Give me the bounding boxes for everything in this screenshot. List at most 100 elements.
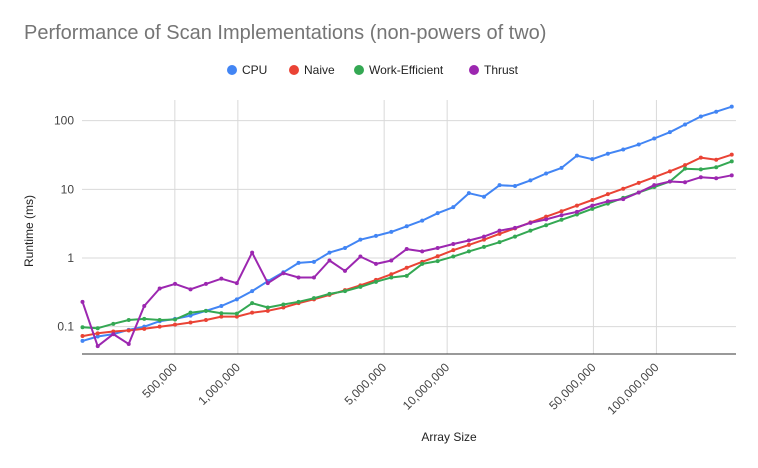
data-point-cpu [358, 237, 363, 242]
data-point-thrust [281, 271, 286, 276]
data-point-thrust [481, 234, 486, 239]
data-point-cpu [714, 109, 719, 114]
legend-label: Naive [304, 63, 335, 77]
legend-marker [289, 65, 299, 75]
data-point-cpu [636, 142, 641, 147]
data-point-work-efficient [95, 326, 100, 331]
data-point-work-efficient [497, 240, 502, 245]
data-point-naive [683, 163, 688, 168]
data-point-cpu [683, 122, 688, 127]
data-point-thrust [729, 173, 734, 178]
data-point-cpu [188, 313, 193, 318]
data-point-cpu [80, 338, 85, 343]
data-point-naive [281, 305, 286, 310]
data-point-naive [404, 265, 409, 270]
data-point-work-efficient [404, 273, 409, 278]
data-point-cpu [497, 183, 502, 188]
x-tick-label: 10,000,000 [400, 360, 453, 413]
data-point-naive [729, 152, 734, 157]
data-point-work-efficient [250, 301, 255, 306]
data-point-thrust [250, 250, 255, 255]
data-point-cpu [404, 224, 409, 229]
data-point-naive [219, 314, 224, 319]
data-point-cpu [219, 304, 224, 309]
y-tick-label: 10 [61, 182, 75, 196]
data-point-thrust [652, 183, 657, 188]
data-point-thrust [311, 275, 316, 280]
data-point-work-efficient [234, 311, 239, 316]
data-point-cpu [466, 191, 471, 196]
data-point-thrust [126, 341, 131, 346]
data-point-work-efficient [466, 249, 471, 254]
data-point-work-efficient [481, 244, 486, 249]
data-point-thrust [111, 332, 116, 337]
y-tick-label: 1 [67, 251, 74, 265]
data-point-cpu [420, 218, 425, 223]
data-point-thrust [698, 175, 703, 180]
data-point-naive [157, 324, 162, 329]
data-point-work-efficient [188, 310, 193, 315]
data-point-work-efficient [389, 275, 394, 280]
data-point-naive [574, 203, 579, 208]
data-point-work-efficient [80, 325, 85, 330]
data-point-cpu [250, 289, 255, 294]
legend-label: Work-Efficient [369, 63, 444, 77]
data-point-cpu [559, 165, 564, 170]
data-point-naive [435, 254, 440, 259]
data-point-naive [451, 248, 456, 253]
data-point-thrust [173, 281, 178, 286]
data-point-thrust [404, 247, 409, 252]
legend-marker [227, 65, 237, 75]
data-point-cpu [590, 157, 595, 162]
data-point-naive [605, 192, 610, 197]
x-tick-label: 100,000,000 [604, 360, 661, 417]
data-point-naive [636, 180, 641, 185]
data-point-work-efficient [265, 305, 270, 310]
data-point-thrust [234, 281, 239, 286]
x-tick-label: 500,000 [139, 360, 180, 401]
data-point-thrust [497, 228, 502, 233]
data-point-naive [590, 197, 595, 202]
data-point-naive [621, 186, 626, 191]
data-point-cpu [513, 183, 518, 188]
data-point-thrust [219, 276, 224, 281]
data-point-thrust [373, 261, 378, 266]
legend-marker [469, 65, 479, 75]
data-point-thrust [142, 304, 147, 309]
series-line-thrust [81, 174, 732, 348]
data-point-naive [698, 155, 703, 160]
data-point-thrust [327, 258, 332, 263]
data-point-naive [80, 334, 85, 339]
data-point-thrust [80, 299, 85, 304]
data-point-work-efficient [157, 318, 162, 323]
legend-label: CPU [242, 63, 267, 77]
data-point-cpu [605, 151, 610, 156]
data-point-work-efficient [451, 254, 456, 259]
data-point-work-efficient [729, 159, 734, 164]
data-point-work-efficient [373, 279, 378, 284]
data-point-naive [203, 318, 208, 323]
data-point-thrust [636, 190, 641, 195]
data-point-work-efficient [513, 234, 518, 239]
data-point-cpu [389, 229, 394, 234]
chart-title: Performance of Scan Implementations (non… [24, 22, 547, 44]
data-point-thrust [420, 249, 425, 254]
data-point-cpu [342, 245, 347, 250]
legend-marker [354, 65, 364, 75]
data-point-thrust [358, 254, 363, 259]
series-line-naive [82, 153, 733, 338]
x-axis-label: Array Size [421, 430, 477, 444]
data-point-naive [559, 209, 564, 214]
data-point-cpu [95, 334, 100, 339]
x-tick-label: 5,000,000 [342, 360, 390, 408]
data-point-thrust [389, 258, 394, 263]
data-point-thrust [188, 287, 193, 292]
data-point-work-efficient [173, 317, 178, 322]
data-point-thrust [528, 220, 533, 225]
data-point-thrust [667, 179, 672, 184]
data-point-cpu [451, 205, 456, 210]
data-point-cpu [327, 250, 332, 255]
data-point-work-efficient [142, 316, 147, 321]
data-point-naive [234, 314, 239, 319]
